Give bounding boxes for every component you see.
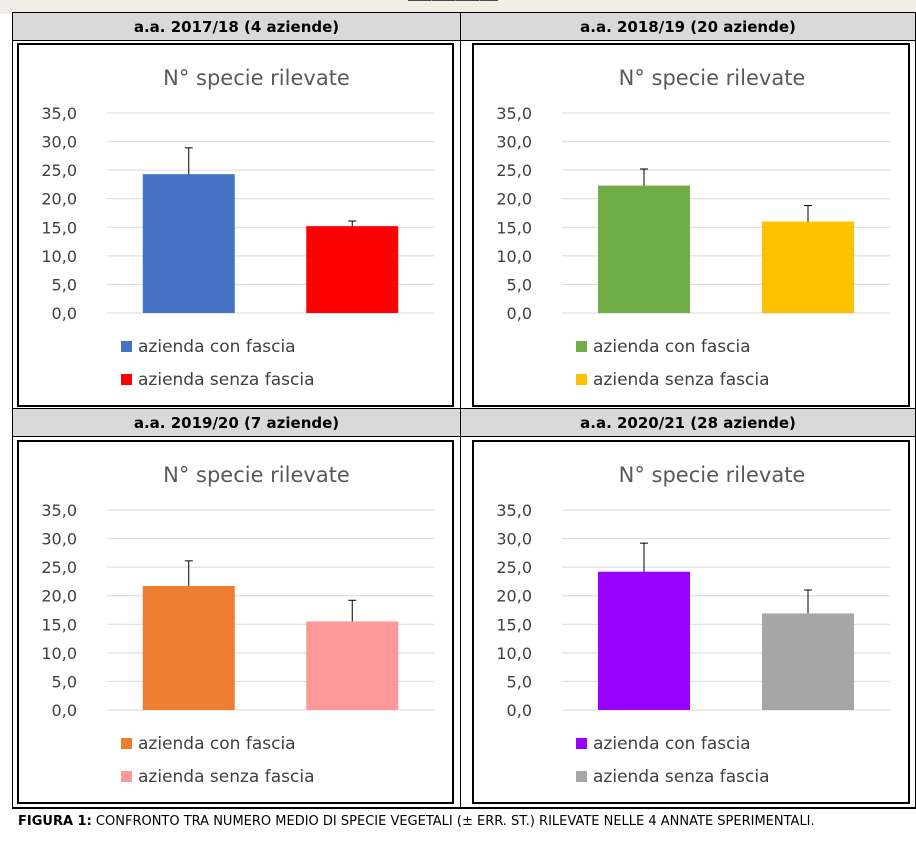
chart-panel-2018-19: N° specie rilevate 0,0 5,0 10,0 15,0 20,0 25,0… <box>472 43 910 407</box>
y-tick-label: 35,0 <box>496 104 532 123</box>
legend-label: azienda con fascia <box>138 337 296 357</box>
top-strip <box>0 0 916 14</box>
y-tick-label: 20,0 <box>496 190 532 209</box>
legend-label: azienda senza fascia <box>593 370 770 390</box>
legend-label: azienda con fascia <box>593 337 751 357</box>
column-divider <box>460 12 461 808</box>
y-tick-label: 15,0 <box>496 615 532 634</box>
caption-label: FIGURA 1: <box>18 814 92 829</box>
y-tick-label: 30,0 <box>496 530 532 549</box>
y-tick-label: 30,0 <box>41 133 77 152</box>
chart-svg-2018-19: N° specie rilevate 0,0 5,0 10,0 15,0 20,0 25,0… <box>496 66 890 390</box>
y-tick-label: 25,0 <box>41 558 77 577</box>
bottom-border <box>12 808 916 809</box>
y-tick-label: 20,0 <box>496 587 532 606</box>
chart-svg-2020-21: N° specie rilevate 0,0 5,0 10,0 15,0 20,0 25,0… <box>496 463 890 787</box>
legend-swatch <box>121 374 132 385</box>
y-tick-label: 15,0 <box>496 218 532 237</box>
bar <box>306 621 399 710</box>
legend-swatch <box>576 771 587 782</box>
row-divider <box>12 408 916 409</box>
caption-text: CONFRONTO TRA NUMERO MEDIO DI SPECIE VEG… <box>91 814 815 829</box>
panel-header-2020-21: a.a. 2020/21 (28 aziende) <box>461 409 915 437</box>
y-tick-label: 5,0 <box>507 672 532 691</box>
y-tick-label: 0,0 <box>52 304 77 323</box>
legend-swatch <box>576 341 587 352</box>
cropped-title-fragment: ▀▀▀▀ ▀▀ <box>408 0 498 14</box>
y-tick-label: 15,0 <box>41 218 77 237</box>
legend-swatch <box>121 341 132 352</box>
y-tick-label: 30,0 <box>41 530 77 549</box>
chart-title: N° specie rilevate <box>619 66 806 90</box>
legend-swatch <box>576 374 587 385</box>
y-tick-label: 5,0 <box>507 275 532 294</box>
panel-header-2017-18: a.a. 2017/18 (4 aziende) <box>13 13 460 41</box>
chart-panel-2020-21: N° specie rilevate 0,0 5,0 10,0 15,0 20,0 25,0… <box>472 440 910 804</box>
legend-swatch <box>121 738 132 749</box>
y-tick-label: 5,0 <box>52 672 77 691</box>
y-tick-label: 10,0 <box>496 247 532 266</box>
legend-label: azienda senza fascia <box>138 767 315 787</box>
y-tick-label: 35,0 <box>496 501 532 520</box>
bar <box>762 221 854 313</box>
y-tick-label: 20,0 <box>41 190 77 209</box>
y-tick-label: 5,0 <box>52 275 77 294</box>
legend-label: azienda senza fascia <box>593 767 770 787</box>
chart-panel-2017-18: N° specie rilevate 0,0 5,0 10,0 15,0 20,0 25,0… <box>17 43 454 407</box>
panel-header-2018-19: a.a. 2018/19 (20 aziende) <box>461 13 915 41</box>
bar <box>598 571 690 710</box>
chart-svg-2017-18: N° specie rilevate 0,0 5,0 10,0 15,0 20,0 25,0… <box>41 66 434 390</box>
y-tick-label: 10,0 <box>496 644 532 663</box>
bar <box>762 613 854 710</box>
y-tick-label: 25,0 <box>41 161 77 180</box>
y-tick-label: 10,0 <box>41 247 77 266</box>
y-tick-label: 30,0 <box>496 133 532 152</box>
y-tick-label: 0,0 <box>507 701 532 720</box>
chart-title: N° specie rilevate <box>163 463 350 487</box>
y-tick-label: 25,0 <box>496 161 532 180</box>
chart-svg-2019-20: N° specie rilevate 0,0 5,0 10,0 15,0 20,0 25,0… <box>41 463 434 787</box>
legend-label: azienda senza fascia <box>138 370 315 390</box>
y-tick-label: 15,0 <box>41 615 77 634</box>
chart-title: N° specie rilevate <box>163 66 350 90</box>
y-tick-label: 35,0 <box>41 104 77 123</box>
chart-title: N° specie rilevate <box>619 463 806 487</box>
y-tick-label: 35,0 <box>41 501 77 520</box>
panel-header-2019-20: a.a. 2019/20 (7 aziende) <box>13 409 460 437</box>
y-tick-label: 0,0 <box>507 304 532 323</box>
bar <box>306 226 399 313</box>
y-tick-label: 20,0 <box>41 587 77 606</box>
chart-panel-2019-20: N° specie rilevate 0,0 5,0 10,0 15,0 20,0 25,0… <box>17 440 454 804</box>
legend-swatch <box>121 771 132 782</box>
y-tick-label: 10,0 <box>41 644 77 663</box>
legend-label: azienda con fascia <box>138 734 296 754</box>
y-tick-label: 25,0 <box>496 558 532 577</box>
figure-caption: FIGURA 1: CONFRONTO TRA NUMERO MEDIO DI … <box>18 812 912 832</box>
legend-label: azienda con fascia <box>593 734 751 754</box>
bar <box>598 185 690 313</box>
y-tick-label: 0,0 <box>52 701 77 720</box>
bar <box>142 174 235 313</box>
legend-swatch <box>576 738 587 749</box>
bar <box>142 586 235 710</box>
